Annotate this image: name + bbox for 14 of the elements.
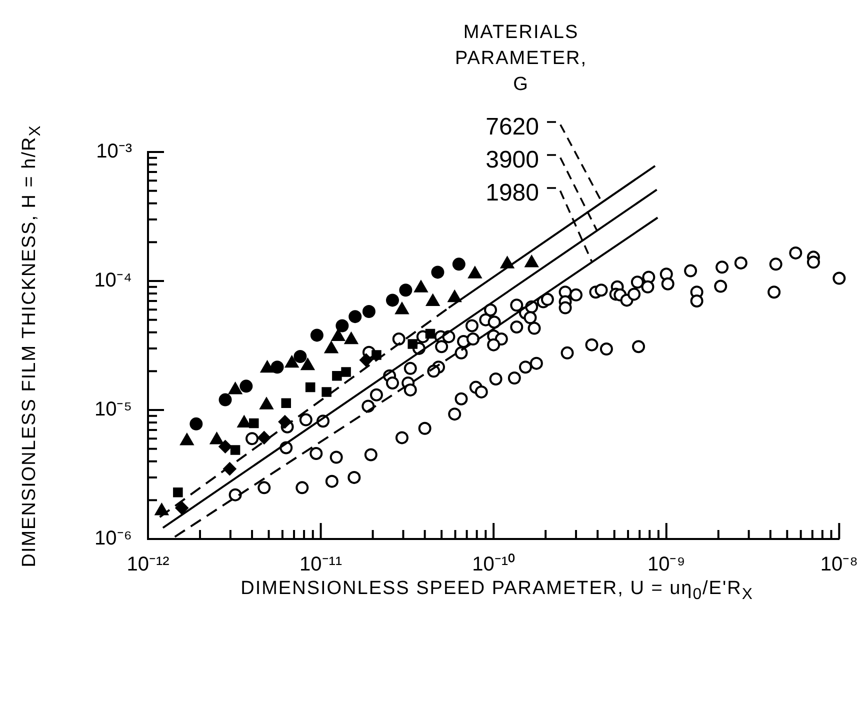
x-tick-label: 10⁻⁹ — [647, 554, 686, 576]
x-tick-label: 10⁻⁸ — [820, 554, 858, 576]
x-tick-label: 10⁻¹⁰ — [472, 552, 516, 576]
x-tick-label: 10⁻¹¹ — [300, 554, 342, 576]
legend-title: MATERIALS PARAMETER, G — [454, 21, 588, 97]
y-tick-label: 10⁻⁵ — [94, 398, 132, 421]
text: 3900 — [486, 146, 539, 174]
y-tick-label: 10⁻⁶ — [94, 528, 132, 550]
y-tick-label: 10⁻³ — [96, 140, 132, 163]
y-tick-label: 10⁻⁴ — [94, 270, 132, 292]
x-axis-title: DIMENSIONLESS SPEED PARAMETER, U = uη$_{0}$/E'R$_{X}$ — [240, 578, 754, 604]
text: 1980 — [486, 180, 539, 207]
x-tick-label: 10⁻¹² — [126, 554, 170, 576]
text: 7620 — [486, 114, 539, 141]
